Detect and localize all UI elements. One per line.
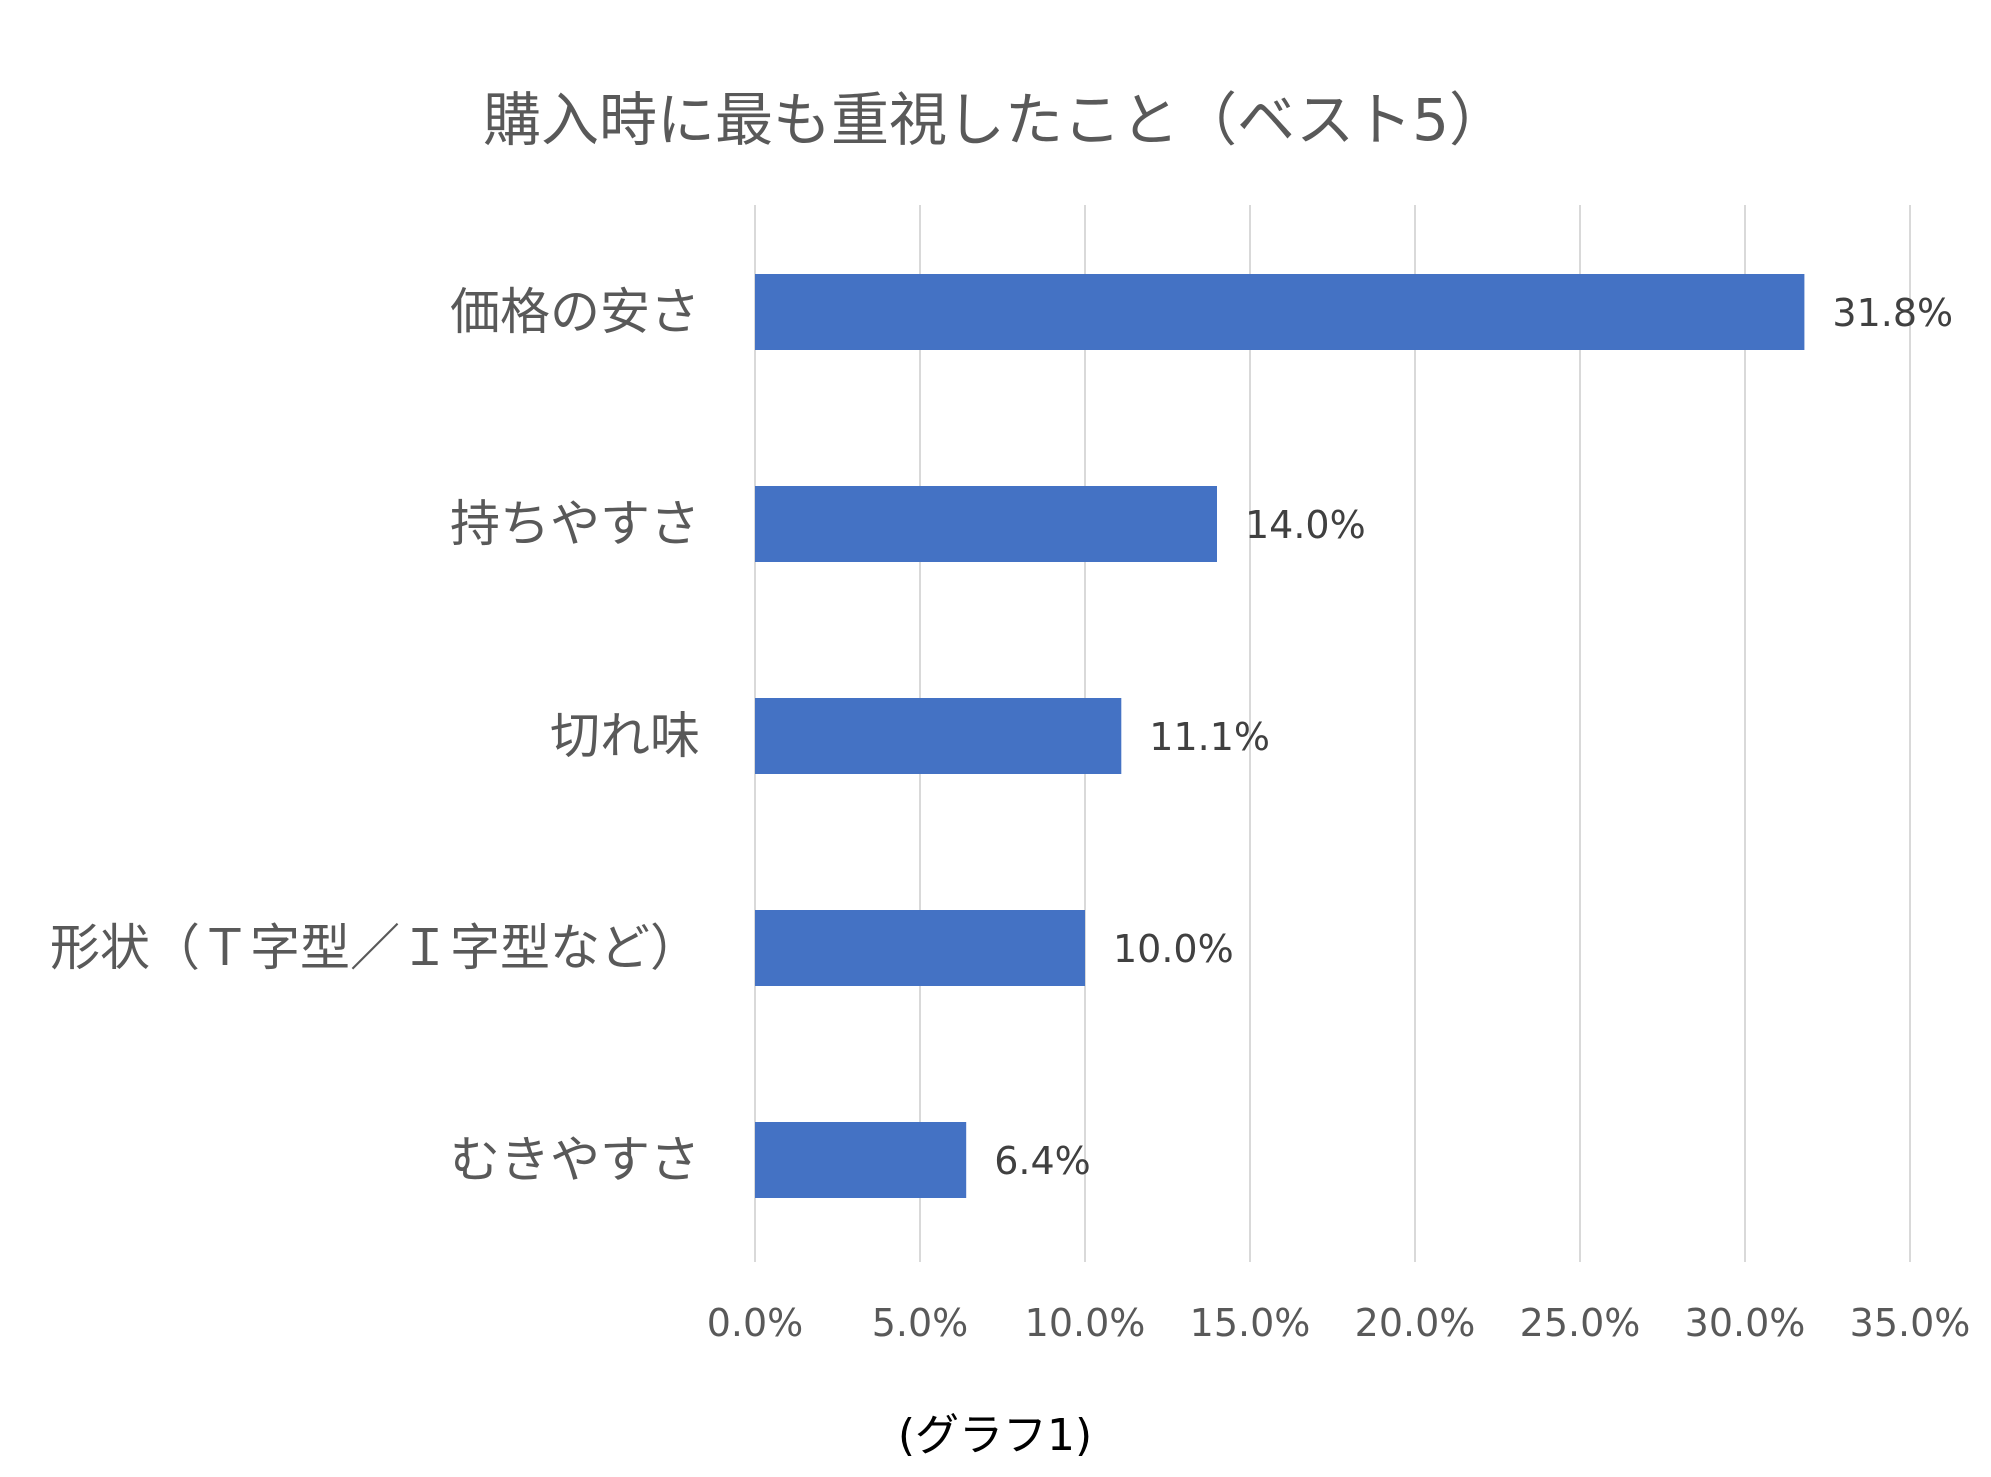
chart-title: 購入時に最も重視したこと（ベスト5） [483,86,1507,154]
category-label: 切れ味 [550,707,700,765]
data-labels: 31.8% 14.0% 11.1% 10.0% 6.4% [994,291,1953,1183]
bar [755,486,1217,562]
x-axis-tick-labels: 0.0% 5.0% 10.0% 15.0% 20.0% 25.0% 30.0% 35.0% [707,1301,1971,1345]
data-label: 10.0% [1113,927,1234,971]
data-label: 11.1% [1149,715,1270,759]
x-tick-label: 25.0% [1520,1301,1641,1345]
chart-caption: (グラフ1) [898,1410,1092,1461]
bar [755,274,1805,350]
x-tick-label: 35.0% [1850,1301,1971,1345]
x-tick-label: 10.0% [1025,1301,1146,1345]
x-tick-label: 20.0% [1355,1301,1476,1345]
x-tick-label: 15.0% [1190,1301,1311,1345]
x-tick-label: 0.0% [707,1301,804,1345]
category-label: むきやすさ [450,1131,700,1189]
category-label: 持ちやすさ [450,495,700,553]
category-label: 価格の安さ [450,283,700,341]
bar [755,698,1122,774]
bar [755,910,1085,986]
x-tick-label: 5.0% [872,1301,969,1345]
bars [755,274,1805,1198]
x-tick-label: 30.0% [1685,1301,1806,1345]
category-label: 形状（Ｔ字型／Ｉ字型など） [50,919,700,977]
data-label: 6.4% [994,1139,1091,1183]
data-label: 14.0% [1245,503,1366,547]
bar [755,1122,967,1198]
data-label: 31.8% [1832,291,1953,335]
